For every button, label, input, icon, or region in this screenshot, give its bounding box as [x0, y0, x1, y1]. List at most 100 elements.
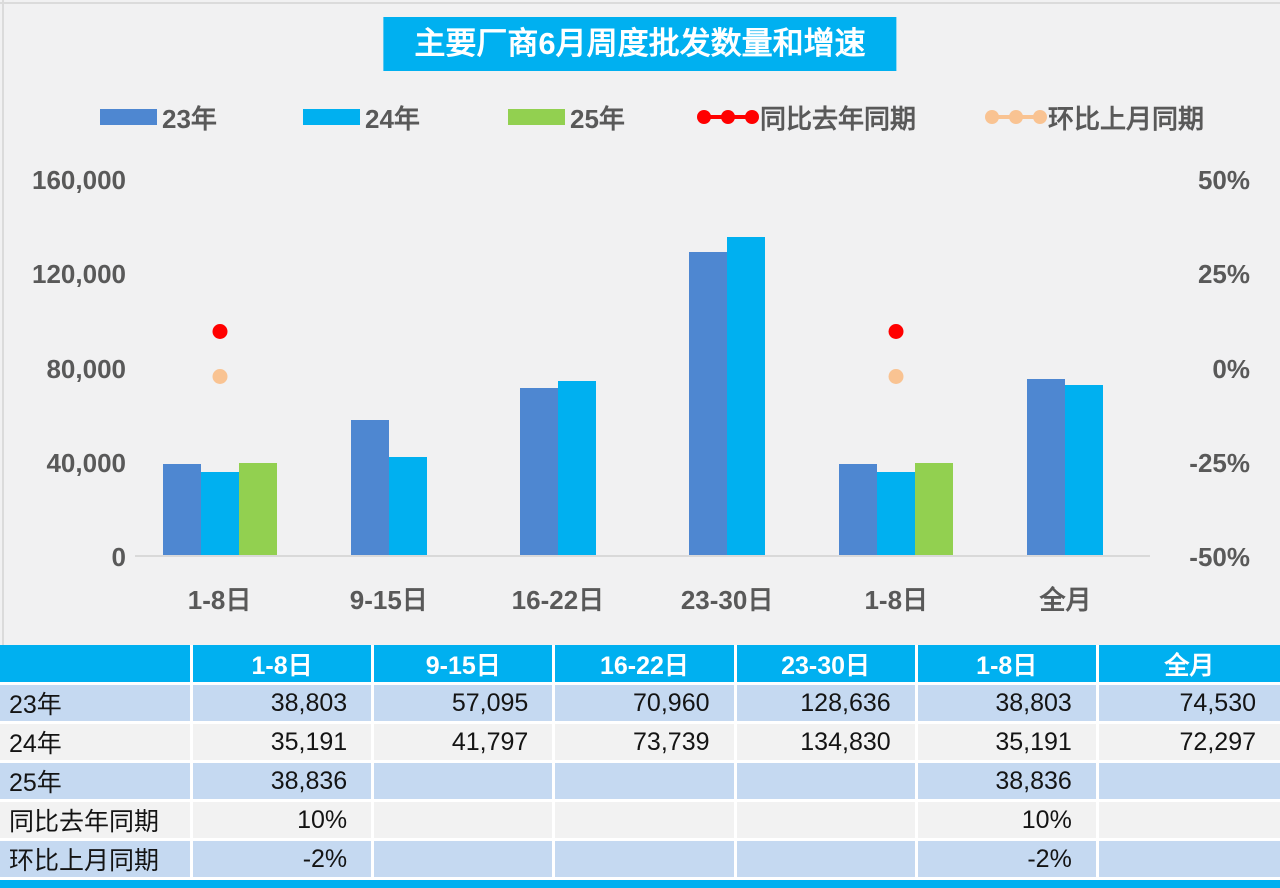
x-axis-label-3: 23-30日 — [680, 585, 774, 615]
category-group-4 — [812, 180, 981, 555]
category-group-3 — [643, 180, 812, 555]
category-group-2 — [473, 180, 642, 555]
legend-dot-icon — [697, 110, 711, 124]
table-cell: 57,095 — [374, 685, 556, 724]
bar-series0-cat3 — [689, 252, 728, 555]
dot-series4-cat4 — [888, 369, 904, 384]
bar-series1-cat5 — [1065, 385, 1104, 555]
table-cell — [1098, 763, 1280, 802]
x-axis-label-1: 9-15日 — [349, 585, 428, 615]
legend-swatch-icon — [303, 109, 360, 125]
legend-item-0: 23年 — [100, 97, 217, 137]
table-header-cell: 全月 — [1098, 645, 1280, 685]
legend-dot-icon — [985, 110, 999, 124]
table-row-label: 环比上月同期 — [0, 841, 193, 880]
table-cell: 72,297 — [1098, 724, 1280, 763]
table-cell — [1098, 802, 1280, 841]
plot-area — [135, 180, 1150, 557]
table-cell: 128,636 — [736, 685, 918, 724]
chart-legend: 23年 24年 25年 同比去年同期 环比上月同期 — [0, 97, 1280, 137]
bar-series1-cat3 — [727, 237, 766, 555]
combo-chart: 160,000 120,000 80,000 40,000 0 50% 25% 0% -25%… — [0, 140, 1280, 645]
tick-left-label: 120,000 — [32, 259, 126, 290]
table-cell: 10% — [193, 802, 375, 841]
table-cell — [736, 763, 918, 802]
table-cell: 35,191 — [193, 724, 375, 763]
legend-dot-icon — [721, 110, 735, 124]
table-cell: 10% — [917, 802, 1099, 841]
tick-right-label: 50% — [1197, 165, 1250, 195]
table-header-cell: 16-22日 — [555, 645, 737, 685]
legend-dot-icon — [745, 110, 759, 124]
legend-swatch-icon — [100, 109, 157, 125]
table-row-label: 25年 — [0, 763, 193, 802]
bar-series1-cat0 — [200, 472, 239, 555]
bar-series0-cat0 — [162, 464, 201, 555]
legend-line-dots-icon — [697, 110, 759, 124]
table-header-cell: 23-30日 — [736, 645, 918, 685]
table-cell — [736, 841, 918, 880]
bottom-accent-strip — [0, 880, 1280, 888]
legend-dot-icon — [1033, 110, 1047, 124]
legend-item-3: 同比去年同期 — [697, 97, 916, 137]
table-cell: 134,830 — [736, 724, 918, 763]
tick-left-label: 80,000 — [46, 353, 126, 384]
legend-label: 同比去年同期 — [760, 103, 917, 134]
dot-series4-cat0 — [212, 369, 228, 384]
legend-label: 24年 — [365, 103, 420, 134]
legend-item-2: 25年 — [508, 97, 625, 137]
tick-right-label: 25% — [1197, 259, 1250, 290]
table-cell: 41,797 — [374, 724, 556, 763]
table-cell: -2% — [917, 841, 1099, 880]
page-top-border — [0, 2, 1280, 4]
x-axis-label-0: 1-8日 — [187, 585, 252, 615]
bar-series0-cat4 — [839, 464, 878, 555]
legend-label: 25年 — [570, 103, 625, 134]
tick-left-label: 0 — [111, 542, 126, 572]
table-cell: -2% — [193, 841, 375, 880]
category-group-5 — [981, 180, 1150, 555]
legend-item-1: 24年 — [303, 97, 420, 137]
dot-series3-cat0 — [212, 324, 228, 339]
tick-right-label: -50% — [1189, 542, 1250, 572]
table-cell: 74,530 — [1098, 685, 1280, 724]
x-axis-label-4: 1-8日 — [864, 585, 929, 615]
category-group-1 — [304, 180, 473, 555]
table-cell — [555, 802, 737, 841]
table-cell: 38,803 — [193, 685, 375, 724]
table-cell: 70,960 — [555, 685, 737, 724]
table-row-label: 23年 — [0, 685, 193, 724]
bar-series0-cat2 — [519, 388, 558, 555]
table-row-label: 同比去年同期 — [0, 802, 193, 841]
bar-series2-cat0 — [238, 463, 277, 555]
table-cell: 38,836 — [917, 763, 1099, 802]
table-cell — [374, 841, 556, 880]
table-cell: 38,836 — [193, 763, 375, 802]
legend-label: 23年 — [162, 103, 217, 134]
category-group-0 — [135, 180, 304, 555]
bar-series2-cat4 — [915, 463, 954, 555]
bar-series1-cat4 — [877, 472, 916, 555]
x-axis-labels: 1-8日 9-15日 16-22日 23-30日 1-8日 全月 — [135, 580, 1150, 617]
table-cell — [374, 802, 556, 841]
x-axis-label-2: 16-22日 — [511, 585, 605, 615]
table-row-label: 24年 — [0, 724, 193, 763]
tick-left-label: 40,000 — [46, 447, 126, 478]
legend-item-4: 环比上月同期 — [985, 97, 1204, 137]
x-axis-label-5: 全月 — [1039, 585, 1092, 615]
table-cell — [374, 763, 556, 802]
tick-right-label: -25% — [1189, 447, 1250, 478]
bar-series1-cat2 — [557, 381, 596, 555]
table-cell: 35,191 — [917, 724, 1099, 763]
table-cell: 73,739 — [555, 724, 737, 763]
dot-series3-cat4 — [888, 324, 904, 339]
table-header-cell: 9-15日 — [374, 645, 556, 685]
bar-series0-cat5 — [1027, 379, 1066, 555]
table-cell — [555, 841, 737, 880]
table-header-cell — [0, 645, 193, 685]
bar-series0-cat1 — [350, 420, 389, 555]
legend-label: 环比上月同期 — [1048, 103, 1205, 134]
table-header-cell: 1-8日 — [193, 645, 375, 685]
legend-swatch-icon — [508, 109, 565, 125]
